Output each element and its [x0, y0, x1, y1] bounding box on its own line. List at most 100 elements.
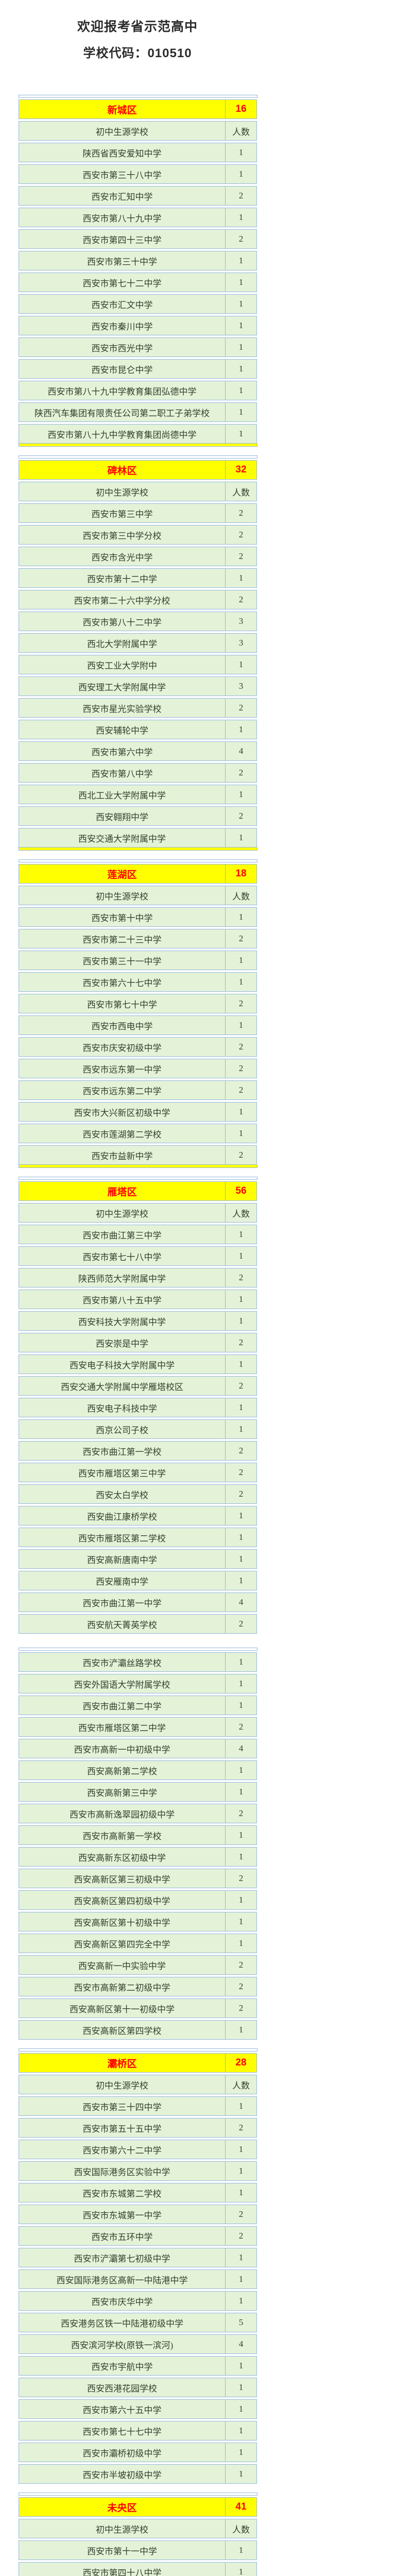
district-total: 41 [225, 2497, 257, 2517]
school-name-cell: 西安交通大学附属中学雁塔校区 [19, 1376, 226, 1396]
table-row: 西安市曲江第二中学 1 [19, 1696, 258, 1715]
district-table-3: 莲湖区 18 初中生源学校 人数 西安市第十中学 1 西安市第二十三中学 2 西… [19, 859, 258, 1168]
school-name-cell: 西安市曲江第二中学 [19, 1696, 226, 1715]
table-row: 西安市第八十九中学教育集团尚德中学 1 [19, 424, 258, 444]
table-row: 西安高新区第十一初级中学 2 [19, 1998, 258, 2018]
table-top-border [19, 2493, 258, 2496]
table-row: 西安市第六十五中学 1 [19, 2399, 258, 2419]
table-row: 西安市第六十二中学 1 [19, 2140, 258, 2159]
school-name-cell: 陕西汽车集团有限责任公司第二职工子弟学校 [19, 402, 226, 422]
student-count-cell: 1 [225, 1782, 257, 1802]
student-count-cell: 1 [225, 2443, 257, 2462]
table-row: 西安市第三十四中学 1 [19, 2096, 258, 2116]
student-count-cell: 1 [225, 1102, 257, 1122]
district-header-row: 灞桥区 28 [19, 2053, 258, 2073]
student-count-cell: 1 [225, 2161, 257, 2181]
table-row: 西安市第八十九中学 1 [19, 208, 258, 227]
table-row: 西安市庆安初级中学 2 [19, 1037, 258, 1057]
table-top-border [19, 95, 258, 98]
student-count-cell: 1 [225, 294, 257, 314]
student-count-cell: 2 [225, 1059, 257, 1078]
student-count-cell: 1 [225, 568, 257, 588]
table-row: 西安市第七十中学 2 [19, 994, 258, 1013]
table-row: 西安航天菁英学校 2 [19, 1614, 258, 1634]
student-count-cell: 1 [225, 1398, 257, 1417]
district-total: 32 [225, 460, 257, 480]
student-count-cell: 2 [225, 1441, 257, 1461]
student-count-cell: 5 [225, 2313, 257, 2332]
table-top-border [19, 1648, 258, 1651]
school-name-cell: 西安外国语大学附属学校 [19, 1674, 226, 1693]
student-count-cell: 1 [225, 2562, 257, 2576]
table-row: 西安市雁塔区第二学校 1 [19, 1528, 258, 1547]
school-name-cell: 西安市第十一中学 [19, 2540, 226, 2560]
school-name-cell: 西安高新唐南中学 [19, 1549, 226, 1569]
school-name-cell: 西安市第三十中学 [19, 251, 226, 270]
table-row: 西安市高新第二初级中学 2 [19, 1977, 258, 1996]
school-name-cell: 西安高新区第四初级中学 [19, 1890, 226, 1910]
student-count-cell: 1 [225, 1246, 257, 1266]
student-count-cell: 1 [225, 2378, 257, 2397]
section-bottom-strip [19, 848, 258, 851]
table-row: 西安市半坡初级中学 1 [19, 2464, 258, 2484]
student-count-cell: 1 [225, 1015, 257, 1035]
school-name-cell: 西安市第十中学 [19, 907, 226, 927]
district-table-6: 未央区 41 初中生源学校 人数 西安市第十一中学 1 西安市第四十八中学 1 … [19, 2493, 258, 2576]
school-name-cell: 西安高新区第四完全中学 [19, 1934, 226, 1953]
student-count-cell: 2 [225, 1998, 257, 2018]
school-name-cell: 陕西省西安爱知中学 [19, 143, 226, 162]
table-row: 陕西汽车集团有限责任公司第二职工子弟学校 1 [19, 402, 258, 422]
source-school-label: 初中生源学校 [19, 121, 226, 141]
table-row: 西安电子科技大学附属中学 1 [19, 1354, 258, 1374]
table-row: 西安市曲江第三中学 1 [19, 1225, 258, 1244]
table-row: 西安高新区第四学校 1 [19, 2020, 258, 2040]
school-name-cell: 西安高新第三中学 [19, 1782, 226, 1802]
table-row: 西安高新区第四完全中学 1 [19, 1934, 258, 1953]
school-code: 学校代码：010510 [83, 46, 192, 60]
table-top-border [19, 455, 258, 459]
table-row: 西安市汇知中学 2 [19, 186, 258, 206]
school-name-cell: 西安市第六十五中学 [19, 2399, 226, 2419]
table-row: 西安太白学校 2 [19, 1484, 258, 1504]
table-row: 西安市庆华中学 1 [19, 2291, 258, 2311]
school-name-cell: 西安太白学校 [19, 1484, 226, 1504]
school-name-cell: 西安崇是中学 [19, 1333, 226, 1352]
table-row: 西安西港花园学校 1 [19, 2378, 258, 2397]
school-name-cell: 西安曲江康桥学校 [19, 1506, 226, 1526]
student-count-cell: 1 [225, 1696, 257, 1715]
student-count-cell: 1 [225, 2140, 257, 2159]
school-name-cell: 西安市西电中学 [19, 1015, 226, 1035]
student-count-cell: 2 [225, 929, 257, 948]
school-name-cell: 西安市浐灞第七初级中学 [19, 2248, 226, 2267]
district-table-4-continued: 西安市浐灞丝路学校 1 西安外国语大学附属学校 1 西安市曲江第二中学 1 西安… [19, 1648, 258, 2040]
student-count-cell: 1 [225, 1528, 257, 1547]
school-name-cell: 西安市庆华中学 [19, 2291, 226, 2311]
count-label: 人数 [225, 2519, 257, 2538]
student-count-cell: 3 [225, 612, 257, 631]
student-count-cell: 1 [225, 720, 257, 739]
student-count-cell: 2 [225, 547, 257, 566]
school-name-cell: 西安高新区第三初级中学 [19, 1869, 226, 1888]
table-row: 西安市第四十八中学 1 [19, 2562, 258, 2576]
student-count-cell: 1 [225, 1674, 257, 1693]
school-name-cell: 西安交通大学附属中学 [19, 828, 226, 848]
student-count-cell: 1 [225, 1652, 257, 1672]
district-table-4: 雁塔区 56 初中生源学校 人数 西安市曲江第三中学 1 西安市第七十八中学 1… [19, 1177, 258, 1634]
school-name-cell: 西安市第二十三中学 [19, 929, 226, 948]
district-name: 新城区 [19, 99, 226, 119]
school-name-cell: 西安市第八十九中学教育集团尚德中学 [19, 424, 226, 444]
student-count-cell: 2 [225, 1977, 257, 1996]
district-header-row: 莲湖区 18 [19, 864, 258, 884]
student-count-cell: 1 [225, 2540, 257, 2560]
school-name-cell: 西安市灞桥初级中学 [19, 2443, 226, 2462]
school-name-cell: 西安市雁塔区第三中学 [19, 1463, 226, 1482]
school-name-cell: 西安港务区铁一中陆港初级中学 [19, 2313, 226, 2332]
school-name-cell: 西安市第三中学分校 [19, 525, 226, 545]
count-label: 人数 [225, 886, 257, 905]
source-school-label: 初中生源学校 [19, 2519, 226, 2538]
school-name-cell: 西安市第七十八中学 [19, 1246, 226, 1266]
student-count-cell: 1 [225, 273, 257, 292]
student-count-cell: 1 [225, 2096, 257, 2116]
table-row: 西安市雁塔区第三中学 2 [19, 1463, 258, 1482]
column-header-row: 初中生源学校 人数 [19, 1203, 258, 1223]
